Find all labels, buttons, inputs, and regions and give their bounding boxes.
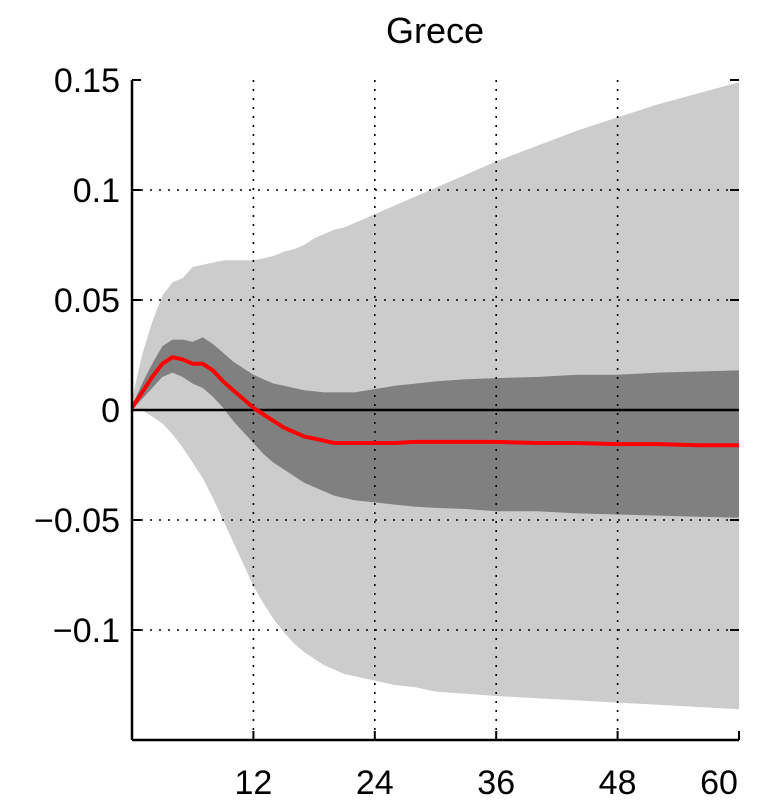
inner-confidence-band [132,337,739,518]
x-tick-label: 12 [234,764,272,802]
y-tick-label: 0.1 [73,172,120,210]
y-tick-label: 0.05 [54,282,120,320]
y-tick-label: 0 [101,392,120,430]
y-tick-label: 0.15 [54,62,120,100]
chart-title: Grece [386,10,484,51]
median-response-line [130,355,739,448]
y-tick-label: −0.1 [53,612,120,650]
x-tick-label: 48 [599,764,637,802]
median-layer [130,355,739,448]
x-tick-label: 60 [700,764,738,802]
axes-layer [130,79,740,742]
x-tick-label: 36 [477,764,515,802]
bands-layer [132,82,739,710]
y-tick-label: −0.05 [34,502,120,540]
tick-labels-layer: 12 24 36 48 60 0.15 0.1 0.05 0 −0.05 −0.1 [34,62,738,802]
x-tick-label: 24 [356,764,394,802]
